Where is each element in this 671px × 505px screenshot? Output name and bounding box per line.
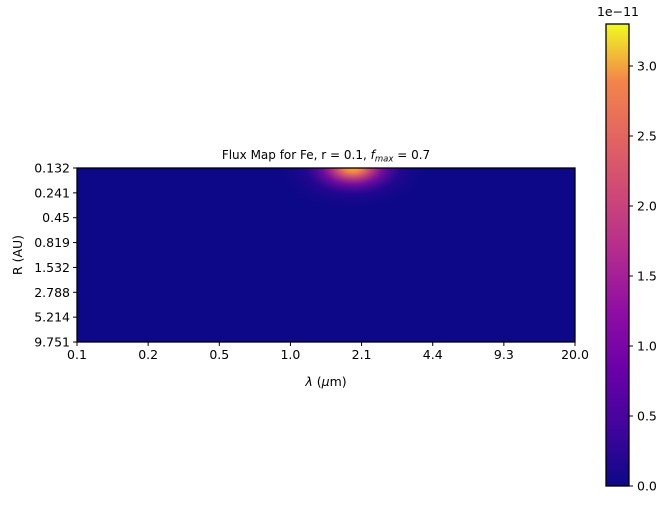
x-tick-label: 4.4 — [423, 347, 443, 362]
colorbar-tick-label: 1.5 — [637, 269, 657, 284]
x-tick-label: 0.1 — [67, 347, 87, 362]
y-tick-label: 0.819 — [34, 235, 70, 250]
colorbar-tick-label: 3.0 — [637, 59, 657, 74]
colorbar-multiplier: 1e−11 — [597, 4, 639, 19]
x-axis-label: λ (μm) — [304, 374, 346, 389]
y-tick-label: 1.532 — [34, 260, 70, 275]
x-tick-label: 1.0 — [280, 347, 300, 362]
chart-title: Flux Map for Fe, r = 0.1, fmax = 0.7 — [222, 148, 430, 165]
colorbar-tick-label: 1.0 — [637, 339, 657, 354]
colorbar: 0.0 0.5 1.0 1.5 2.0 2.5 3.0 1e−11 — [597, 4, 657, 494]
x-tick-label: 0.5 — [209, 347, 229, 362]
y-tick-label: 0.241 — [34, 185, 70, 200]
flux-peak-glow — [273, 168, 433, 212]
plot-frame — [76, 167, 576, 343]
x-axis: 0.1 0.2 0.5 1.0 2.1 4.4 9.3 20.0 — [67, 342, 589, 362]
x-tick-label: 0.2 — [138, 347, 158, 362]
x-tick-label: 20.0 — [561, 347, 589, 362]
colorbar-tick-label: 0.0 — [637, 479, 657, 494]
y-tick-label: 9.751 — [34, 335, 70, 350]
x-tick-label: 9.3 — [494, 347, 514, 362]
x-tick-label: 2.1 — [352, 347, 372, 362]
colorbar-tick-label: 2.0 — [637, 199, 657, 214]
colorbar-tick-label: 0.5 — [637, 409, 657, 424]
colorbar-gradient — [605, 23, 630, 487]
y-tick-label: 5.214 — [34, 310, 70, 325]
y-axis: 0.132 0.241 0.45 0.819 1.532 2.788 5.214 9.751 — [34, 161, 77, 350]
colorbar-tick-label: 2.5 — [637, 129, 657, 144]
y-tick-label: 0.132 — [34, 161, 70, 176]
y-tick-label: 2.788 — [34, 285, 70, 300]
heatmap-area — [76, 167, 576, 343]
colorbar-ticks: 0.0 0.5 1.0 1.5 2.0 2.5 3.0 — [629, 59, 657, 494]
y-tick-label: 0.45 — [42, 210, 70, 225]
y-axis-label: R (AU) — [10, 235, 25, 275]
